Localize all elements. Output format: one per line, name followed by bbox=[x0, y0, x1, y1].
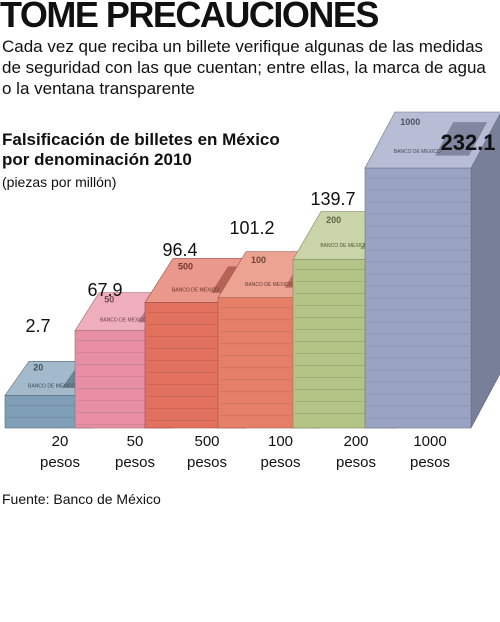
banknote-number: 100 bbox=[251, 255, 266, 265]
bar-stack-1000: BANCO DE MEXICO 1000 bbox=[364, 111, 500, 429]
category-label-100: 100 bbox=[268, 433, 293, 450]
banknote-label: BANCO DE MEXICO bbox=[100, 318, 147, 324]
value-label-1000: 232.1 bbox=[440, 130, 495, 155]
banknote-number: 20 bbox=[33, 362, 43, 372]
banknote-number: 50 bbox=[104, 295, 114, 305]
chart-subtitle: (piezas por millón) bbox=[2, 174, 117, 190]
banknote-number: 1000 bbox=[400, 117, 420, 127]
value-label-100: 101.2 bbox=[229, 218, 274, 238]
value-label-50: 67.9 bbox=[87, 280, 122, 300]
banknote-label: BANCO DE MEXICO bbox=[172, 287, 219, 293]
chart-title-line1: Falsificación de billetes en México bbox=[2, 130, 280, 149]
banknote-label: BANCO DE MEXICO bbox=[320, 243, 367, 249]
source-note: Fuente: Banco de México bbox=[2, 491, 161, 507]
category-unit-label: pesos bbox=[40, 454, 80, 471]
chart-title-line2: por denominación 2010 bbox=[2, 150, 192, 169]
banknote-portrait bbox=[435, 122, 488, 156]
banknote-label: BANCO DE MEXICO bbox=[394, 149, 441, 155]
banknote-number: 200 bbox=[326, 215, 341, 225]
category-unit-label: pesos bbox=[410, 454, 450, 471]
category-label-50: 50 bbox=[127, 433, 144, 450]
value-label-200: 139.7 bbox=[310, 189, 355, 209]
category-label-200: 200 bbox=[343, 433, 368, 450]
chart-title: Falsificación de billetes en México por … bbox=[2, 130, 280, 170]
category-unit-label: pesos bbox=[260, 454, 300, 471]
category-label-20: 20 bbox=[52, 433, 69, 450]
category-unit-label: pesos bbox=[115, 454, 155, 471]
banknote-label: BANCO DE MEXICO bbox=[28, 383, 75, 389]
banknote-label: BANCO DE MEXICO bbox=[245, 282, 292, 288]
value-label-20: 2.7 bbox=[25, 316, 50, 336]
value-label-500: 96.4 bbox=[162, 240, 197, 260]
category-unit-label: pesos bbox=[187, 454, 227, 471]
headline: TOME PRECAUCIONES bbox=[0, 0, 379, 35]
intro-text: Cada vez que reciba un billete verifique… bbox=[2, 37, 486, 98]
bar-chart: BANCO DE MEXICO 20 BANCO DE MEXICO 50 BANCO … bbox=[4, 111, 500, 471]
banknote-number: 500 bbox=[178, 261, 193, 271]
category-label-1000: 1000 bbox=[413, 433, 446, 450]
category-unit-label: pesos bbox=[336, 454, 376, 471]
category-label-500: 500 bbox=[194, 433, 219, 450]
